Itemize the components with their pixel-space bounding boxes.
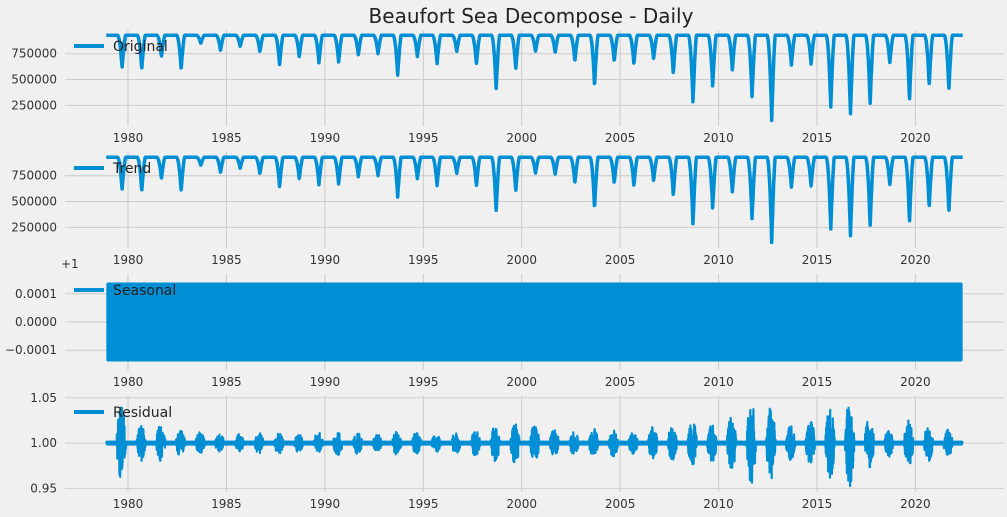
y-offset-label: +1 <box>61 257 79 271</box>
y-tick-label: 1.00 <box>30 436 57 450</box>
x-tick-label: 1985 <box>211 375 242 389</box>
legend-seasonal: Seasonal <box>74 283 176 299</box>
y-tick-label: 0.0001 <box>15 287 57 301</box>
series-band-seasonal <box>106 282 963 362</box>
x-tick-label: 2010 <box>703 497 734 511</box>
y-tick-label: 250000 <box>11 220 57 234</box>
panel-seasonal: 1980 1985 1990 1995 2000 2005 2010 2015 2020 −0.0… <box>5 257 1004 389</box>
x-tick-label: 1990 <box>310 497 341 511</box>
y-tick-label: −0.0001 <box>5 343 57 357</box>
panels: 1980 1985 1990 1995 2000 2005 2010 2015 2020 2500… <box>5 30 1004 511</box>
x-tick-label: 1985 <box>211 253 242 267</box>
legend-label: Trend <box>112 161 151 177</box>
legend-residual: Residual <box>74 405 172 421</box>
x-tick-label: 2000 <box>506 375 537 389</box>
x-tick-label: 2005 <box>605 497 636 511</box>
x-tick-label: 2020 <box>900 253 931 267</box>
x-tick-label: 1995 <box>408 253 439 267</box>
y-tick-label: 500000 <box>11 195 57 209</box>
x-tick-label: 1985 <box>211 497 242 511</box>
legend-label: Residual <box>113 405 172 421</box>
x-tick-label: 2000 <box>506 497 537 511</box>
y-tick-label: 0.0000 <box>15 315 57 329</box>
panel-original: 1980 1985 1990 1995 2000 2005 2010 2015 2020 2500… <box>11 30 1004 145</box>
x-tick-label: 2000 <box>506 131 537 145</box>
legend-label: Original <box>113 39 168 55</box>
x-tick-label: 1985 <box>211 131 242 145</box>
x-tick-label: 2010 <box>703 375 734 389</box>
x-tick-label: 2000 <box>506 253 537 267</box>
x-tick-label: 1995 <box>408 131 439 145</box>
x-tick-label: 2005 <box>605 375 636 389</box>
x-tick-label: 2015 <box>802 131 833 145</box>
x-tick-label: 2010 <box>703 253 734 267</box>
x-tick-label: 1980 <box>113 497 144 511</box>
legend-label: Seasonal <box>113 283 176 299</box>
x-tick-label: 2020 <box>900 497 931 511</box>
legend-trend: Trend <box>74 161 151 177</box>
y-tick-label: 500000 <box>11 73 57 87</box>
x-tick-label: 2005 <box>605 131 636 145</box>
chart-title: Beaufort Sea Decompose - Daily <box>369 4 694 28</box>
x-tick-label: 1980 <box>113 253 144 267</box>
y-tick-label: 750000 <box>11 169 57 183</box>
panel-residual: 1980 1985 1990 1995 2000 2005 2010 2015 2020 0.95… <box>30 391 1004 511</box>
series-line-original <box>104 33 965 123</box>
legend-original: Original <box>74 39 168 55</box>
x-tick-label: 1995 <box>408 375 439 389</box>
x-tick-label: 2010 <box>703 131 734 145</box>
panel-trend: 1980 1985 1990 1995 2000 2005 2010 2015 2020 2500… <box>11 152 1004 267</box>
y-tick-label: 0.95 <box>30 481 57 495</box>
x-tick-label: 2020 <box>900 131 931 145</box>
x-tick-label: 1980 <box>113 131 144 145</box>
series-line-trend <box>104 155 965 245</box>
series-line-residual <box>105 406 964 488</box>
x-tick-label: 2015 <box>802 375 833 389</box>
y-tick-label: 750000 <box>11 47 57 61</box>
x-tick-label: 2015 <box>802 497 833 511</box>
x-tick-label: 1990 <box>310 375 341 389</box>
x-tick-label: 2005 <box>605 253 636 267</box>
x-tick-label: 2015 <box>802 253 833 267</box>
x-tick-label: 1990 <box>310 131 341 145</box>
x-tick-label: 2020 <box>900 375 931 389</box>
y-tick-label: 1.05 <box>30 391 57 405</box>
x-tick-label: 1995 <box>408 497 439 511</box>
x-tick-label: 1990 <box>310 253 341 267</box>
y-tick-label: 250000 <box>11 98 57 112</box>
x-tick-label: 1980 <box>113 375 144 389</box>
